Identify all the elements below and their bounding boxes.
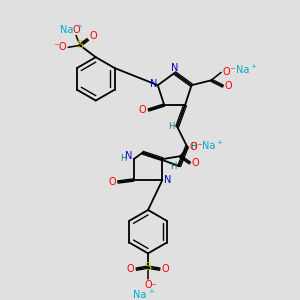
Text: ⁻: ⁻ <box>196 142 202 152</box>
Text: O: O <box>162 264 169 274</box>
Text: ⁺: ⁺ <box>76 24 82 34</box>
Text: O: O <box>58 42 66 52</box>
Text: O: O <box>144 280 152 290</box>
Text: O: O <box>224 81 232 91</box>
Text: O: O <box>191 158 199 168</box>
Text: ⁺: ⁺ <box>148 289 154 299</box>
Text: ⁺: ⁺ <box>217 140 223 150</box>
Text: Na: Na <box>236 65 250 75</box>
Text: ⁻: ⁻ <box>150 282 156 292</box>
Text: H: H <box>168 122 175 131</box>
Text: O: O <box>72 25 80 34</box>
Text: Na: Na <box>59 25 73 34</box>
Text: N: N <box>164 175 171 185</box>
Text: S: S <box>76 40 84 50</box>
Text: N: N <box>171 63 178 73</box>
Text: ⁻: ⁻ <box>53 42 59 52</box>
Text: O: O <box>189 142 197 152</box>
Text: Na: Na <box>134 290 147 300</box>
Text: Na: Na <box>202 141 215 151</box>
Text: H: H <box>120 154 126 163</box>
Text: O: O <box>89 32 97 41</box>
Text: O: O <box>222 68 230 77</box>
Text: ⁺: ⁺ <box>251 64 256 74</box>
Text: H: H <box>190 142 196 151</box>
Text: O: O <box>127 264 134 274</box>
Text: S: S <box>145 262 152 272</box>
Text: O: O <box>108 177 116 187</box>
Text: H: H <box>170 162 176 171</box>
Text: N: N <box>125 151 132 161</box>
Text: ⁻: ⁻ <box>229 66 235 76</box>
Text: O: O <box>139 105 146 115</box>
Text: N: N <box>150 79 158 89</box>
